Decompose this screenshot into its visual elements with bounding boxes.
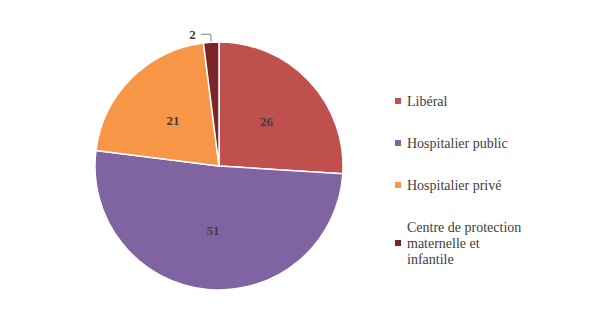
svg-text:Centre de protection: Centre de protection: [407, 220, 525, 235]
svg-text:21: 21: [167, 113, 180, 128]
svg-text:51: 51: [206, 223, 219, 238]
svg-text:Hospitalier privé: Hospitalier privé: [407, 178, 501, 193]
svg-text:maternelle et: maternelle et: [407, 236, 483, 251]
svg-text:Hospitalier public: Hospitalier public: [407, 136, 508, 151]
svg-text:Libéral: Libéral: [407, 94, 448, 109]
svg-text:infantile: infantile: [407, 252, 454, 267]
svg-text:2: 2: [189, 27, 196, 42]
svg-text:26: 26: [260, 114, 274, 129]
